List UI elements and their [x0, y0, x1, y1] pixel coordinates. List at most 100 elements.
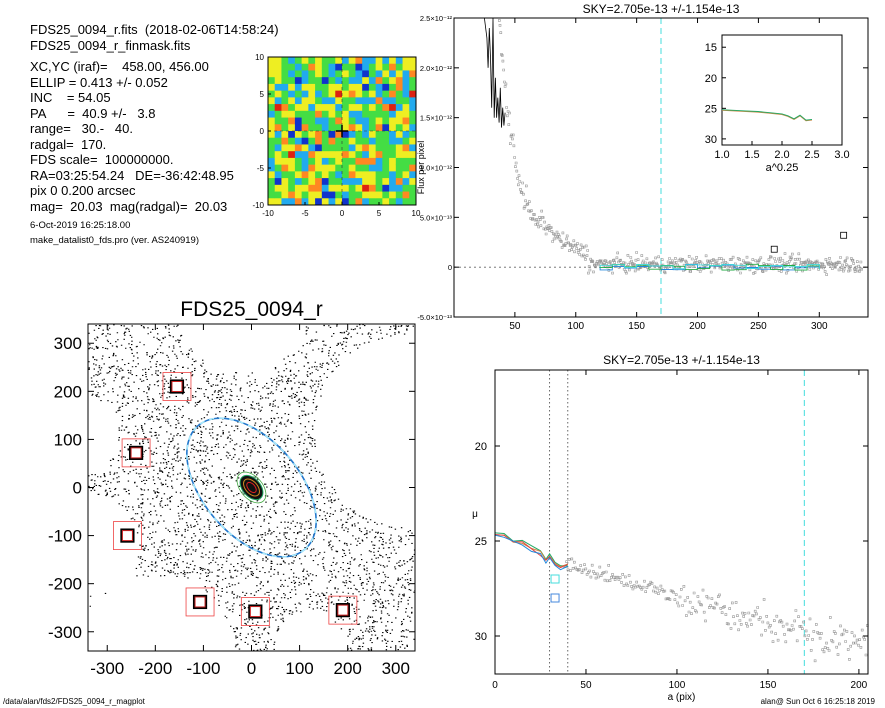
heatmap-cell — [268, 83, 276, 92]
heatmap-cell — [288, 63, 296, 71]
heatmap-cell — [281, 104, 289, 112]
heatmap-cell — [355, 144, 363, 152]
heatmap-cell — [315, 124, 323, 132]
y-tick-label: 1.5×10⁻¹² — [420, 114, 453, 123]
heatmap-cell — [409, 137, 417, 145]
heatmap-cell — [315, 63, 323, 71]
heatmap-cell — [308, 70, 316, 78]
mask-box-outer — [121, 438, 151, 468]
heatmap-cell — [409, 104, 417, 112]
heatmap-cell — [382, 198, 390, 206]
inset-x-tick-label: 1.5 — [744, 149, 759, 161]
info-line: RA=03:25:54.24 DE=-36:42:48.95 — [30, 167, 234, 183]
heatmap-cell — [368, 178, 377, 186]
heatmap-cell — [348, 70, 356, 78]
heatmap-cell — [355, 198, 363, 206]
heatmap-cell — [321, 157, 329, 166]
heatmap-cell — [315, 178, 323, 186]
heatmap-cell — [395, 151, 403, 159]
heatmap-cell — [395, 117, 403, 125]
heatmap-cell — [321, 191, 329, 199]
mask-box-outer — [328, 595, 358, 625]
heatmap-cell — [308, 198, 316, 206]
heatmap-cell — [315, 157, 323, 166]
sky-step-line — [599, 263, 820, 270]
heatmap-cell — [389, 178, 397, 186]
heatmap-cell — [368, 57, 377, 65]
heatmap-cell — [342, 171, 350, 179]
mask-box-outer — [162, 372, 192, 401]
y-tick-label: 10 — [255, 53, 264, 62]
heatmap-cell — [348, 110, 356, 118]
heatmap-cell — [382, 151, 390, 159]
x-tick-label: 200 — [851, 680, 868, 691]
heatmap-cell — [335, 70, 343, 78]
heatmap-cell — [335, 63, 343, 71]
heatmap-cell — [268, 198, 276, 206]
heatmap-cell — [375, 104, 383, 112]
heatmap-cell — [308, 131, 316, 139]
sky-steps — [599, 263, 820, 271]
heatmap-cell — [328, 57, 336, 65]
heatmap-cell — [294, 198, 303, 206]
heatmap-cell — [348, 184, 356, 192]
heatmap-cell — [328, 124, 336, 132]
heatmap-cell — [315, 70, 323, 78]
heatmap-cell — [382, 184, 390, 192]
heatmap-cell — [301, 124, 309, 132]
y-tick-label: 0 — [448, 263, 452, 272]
inset-y-tick-label: 30 — [705, 134, 717, 146]
heatmap-cell — [281, 70, 289, 78]
heatmap-cell — [409, 90, 417, 98]
heatmap-cell — [355, 131, 363, 139]
heatmap-cell — [335, 164, 343, 172]
heatmap-cell — [268, 157, 276, 166]
heatmap-cell — [355, 171, 363, 179]
heatmap-cell — [308, 124, 316, 132]
heatmap-cell — [389, 104, 397, 112]
heatmap-cell — [342, 77, 350, 85]
heatmap-cell — [274, 144, 282, 152]
heatmap-cell — [321, 97, 329, 105]
heatmap-cell — [308, 171, 316, 179]
heatmap-cell — [382, 131, 390, 139]
heatmap-cell — [409, 191, 417, 199]
heatmap-cell — [281, 171, 289, 179]
x-tick-label: 200 — [333, 659, 361, 678]
heatmap-cell — [321, 77, 329, 85]
heatmap-cell — [301, 117, 309, 125]
heatmap-cell — [368, 184, 377, 192]
heatmap-cell — [294, 191, 303, 199]
heatmap-cell — [342, 57, 350, 65]
heatmap-cell — [294, 57, 303, 65]
heatmap-cell — [375, 184, 383, 192]
heatmap-cell — [288, 191, 296, 199]
heatmap-cell — [301, 90, 309, 98]
heatmap-cell — [342, 164, 350, 172]
heatmap-cell — [362, 70, 370, 78]
heatmap-cell — [328, 151, 336, 159]
mask-box — [192, 594, 208, 610]
heatmap-cell — [315, 77, 323, 85]
heatmap-cell — [321, 184, 329, 192]
heatmap-cell — [268, 137, 276, 145]
heatmap-cell — [375, 191, 383, 199]
heatmap-cell — [342, 137, 350, 145]
heatmap-cell — [409, 77, 417, 85]
heatmap-cell — [335, 90, 343, 98]
heatmap-cell — [274, 63, 282, 71]
heatmap-cell — [395, 171, 403, 179]
heatmap-cell — [281, 151, 289, 159]
heatmap-cell — [321, 144, 329, 152]
heatmap-cell — [301, 191, 309, 199]
heatmap-cell — [288, 144, 296, 152]
heatmap-cell — [395, 184, 403, 192]
heatmap-cell — [294, 171, 303, 179]
heatmap-cell — [362, 83, 370, 92]
heatmap-cell — [308, 178, 316, 186]
heatmap-cell — [362, 131, 370, 139]
heatmap-cell — [274, 97, 282, 105]
info-line: INC = 54.05 — [30, 90, 111, 105]
heatmap-cell — [268, 57, 276, 65]
heatmap-cell — [362, 104, 370, 112]
